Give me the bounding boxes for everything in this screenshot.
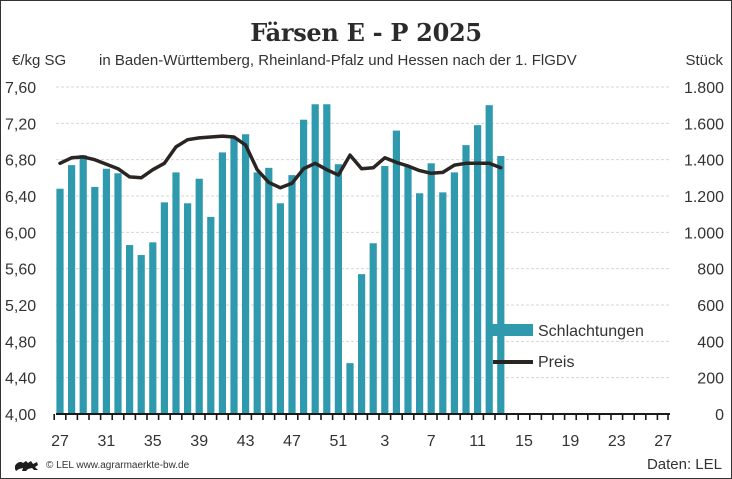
bar-schlachtungen — [346, 363, 354, 414]
left-y-axis: 4,00 4,40 4,80 5,20 5,60 6,00 6,40 6,80 7,20 7,60 — [5, 80, 36, 424]
x-tick-labels: 27 31 35 39 43 47 51 3 7 11 15 19 23 27 — [51, 433, 672, 450]
x-tick-label: 39 — [190, 433, 208, 450]
gridlines — [56, 86, 670, 379]
legend: Schlachtungen Preis — [491, 323, 644, 371]
x-axis — [53, 413, 670, 420]
x-tick-label: 35 — [144, 433, 162, 450]
right-axis-unit: Stück — [685, 52, 723, 69]
bar-schlachtungen — [288, 175, 296, 414]
bar-schlachtungen — [242, 134, 250, 414]
bar-schlachtungen — [253, 172, 261, 414]
bar-schlachtungen — [485, 105, 493, 415]
bar-schlachtungen — [392, 130, 400, 414]
chart-subtitle: in Baden-Württemberg, Rheinland-Pfalz un… — [99, 52, 577, 69]
bar-schlachtungen — [323, 104, 331, 414]
bar-schlachtungen — [497, 156, 505, 415]
left-tick-label: 7,20 — [5, 116, 36, 133]
bar-schlachtungen — [79, 155, 87, 414]
x-tick-label: 23 — [608, 433, 626, 450]
bar-schlachtungen — [68, 165, 76, 414]
bar-schlachtungen — [56, 188, 64, 414]
chart-title: Färsen E - P 2025 — [250, 18, 482, 47]
bar-schlachtungen — [102, 168, 110, 414]
bar-schlachtungen — [474, 125, 482, 415]
bar-schlachtungen — [439, 192, 447, 414]
bar-schlachtungen — [381, 166, 389, 414]
data-source: Daten: LEL — [646, 456, 722, 473]
x-tick-label: 19 — [562, 433, 580, 450]
bar-schlachtungen — [114, 173, 122, 414]
left-tick-label: 4,00 — [5, 407, 36, 424]
left-tick-label: 6,40 — [5, 189, 36, 206]
left-tick-label: 6,00 — [5, 225, 36, 242]
right-tick-label: 600 — [697, 298, 724, 315]
bar-schlachtungen — [462, 145, 470, 414]
left-tick-label: 7,60 — [5, 80, 36, 97]
bar-schlachtungen — [184, 203, 192, 414]
left-tick-label: 4,40 — [5, 371, 36, 388]
right-tick-label: 1.600 — [684, 116, 724, 133]
x-tick-label: 31 — [98, 433, 116, 450]
x-tick-label: 15 — [515, 433, 533, 450]
left-tick-label: 5,20 — [5, 298, 36, 315]
bar-schlachtungen — [358, 274, 366, 414]
left-tick-label: 5,60 — [5, 262, 36, 279]
bar-schlachtungen — [137, 255, 145, 414]
bar-schlachtungen — [450, 172, 458, 414]
bar-schlachtungen — [218, 152, 226, 414]
bar-schlachtungen — [311, 104, 319, 414]
right-tick-label: 1.200 — [684, 189, 724, 206]
legend-swatch-schlachtungen — [491, 324, 533, 336]
lion-coat-of-arms-icon — [15, 461, 38, 471]
right-tick-label: 1.000 — [684, 225, 724, 242]
bar-schlachtungen — [160, 202, 168, 414]
x-tick-label: 27 — [654, 433, 672, 450]
right-tick-label: 200 — [697, 371, 724, 388]
bar-schlachtungen — [404, 166, 412, 414]
left-tick-label: 6,80 — [5, 153, 36, 170]
bar-schlachtungen — [207, 216, 215, 414]
right-tick-label: 1.800 — [684, 80, 724, 97]
x-tick-label: 43 — [237, 433, 255, 450]
x-tick-label: 3 — [380, 433, 389, 450]
bar-schlachtungen — [416, 193, 424, 414]
copyright-text: © LEL www.agrarmaerkte-bw.de — [46, 459, 190, 471]
bar-schlachtungen — [230, 137, 238, 414]
x-tick-label: 11 — [469, 433, 486, 450]
right-tick-label: 0 — [715, 407, 724, 424]
x-tick-label: 27 — [51, 433, 69, 450]
x-tick-label: 47 — [283, 433, 301, 450]
bar-schlachtungen — [265, 167, 273, 414]
bar-schlachtungen — [300, 119, 308, 414]
right-tick-label: 800 — [697, 262, 724, 279]
right-tick-label: 1.400 — [684, 153, 724, 170]
bar-schlachtungen — [91, 186, 99, 414]
bar-series — [56, 104, 505, 415]
bar-schlachtungen — [276, 203, 284, 414]
left-tick-label: 4,80 — [5, 334, 36, 351]
left-axis-unit: €/kg SG — [12, 52, 67, 69]
bar-schlachtungen — [172, 172, 180, 414]
right-tick-label: 400 — [697, 334, 724, 351]
bar-schlachtungen — [427, 163, 435, 414]
right-y-axis: 0 200 400 600 800 1.000 1.200 1.400 1.600 1.800 — [684, 80, 724, 424]
x-tick-label: 51 — [330, 433, 348, 450]
line-series — [58, 134, 503, 190]
bar-schlachtungen — [149, 242, 157, 414]
bar-schlachtungen — [334, 164, 342, 414]
line-preis — [58, 134, 503, 190]
x-tick-label: 7 — [427, 433, 436, 450]
legend-label-schlachtungen: Schlachtungen — [538, 323, 644, 340]
legend-label-preis: Preis — [538, 354, 574, 371]
bar-schlachtungen — [369, 243, 377, 414]
footer-credit: © LEL www.agrarmaerkte-bw.de — [14, 458, 189, 472]
bar-schlachtungen — [126, 245, 134, 414]
bar-schlachtungen — [195, 178, 203, 414]
